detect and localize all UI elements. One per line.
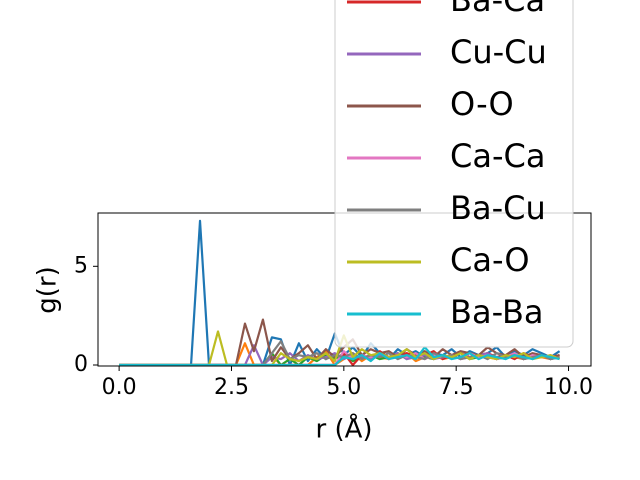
x-tick-label: 7.5: [439, 375, 474, 400]
legend-label: Ba-Cu: [450, 189, 546, 227]
legend-label: Cu-Cu: [450, 33, 547, 71]
x-tick-label: 0.0: [102, 375, 137, 400]
x-axis-label: r (Å): [315, 413, 372, 445]
y-axis-label: g(r): [33, 266, 63, 313]
x-tick-label: 10.0: [544, 375, 593, 400]
legend-label: Ba-Ba: [450, 293, 544, 331]
x-tick-label: 2.5: [214, 375, 249, 400]
x-tick-label: 5.0: [326, 375, 361, 400]
legend-label: O-O: [450, 85, 514, 123]
series-line: [119, 346, 560, 367]
y-tick-label: 0: [74, 352, 88, 377]
legend-label: Ca-O: [450, 241, 530, 279]
legend-label: Ba-Ca: [450, 0, 545, 19]
y-tick-label: 5: [74, 253, 88, 278]
legend-box: [334, 0, 574, 348]
legend-label: Ca-Ca: [450, 137, 545, 175]
